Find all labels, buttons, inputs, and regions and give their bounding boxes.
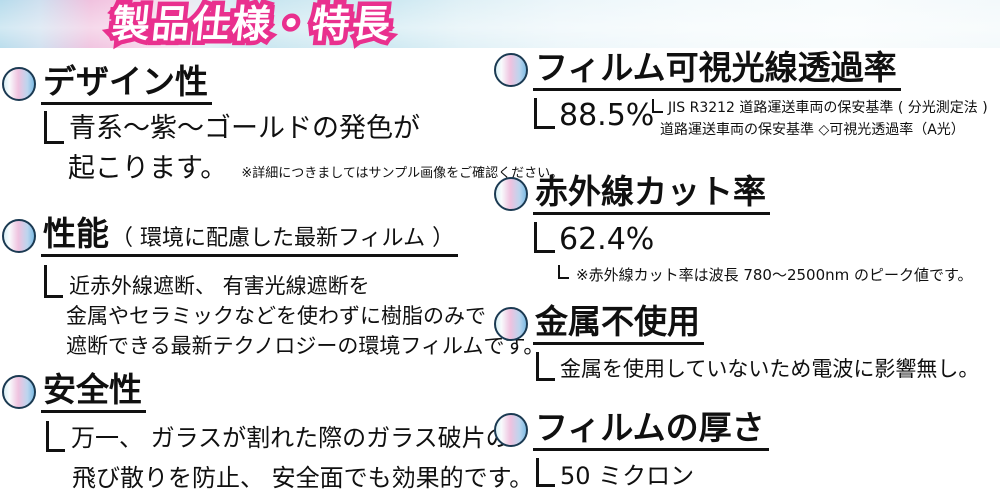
performance-body-row3: 遮断できる最新テクノロジーの環境フィルムです。: [66, 332, 544, 361]
branch-connector-icon: [536, 351, 555, 381]
performance-body-line3: 遮断できる最新テクノロジーの環境フィルムです。: [66, 333, 545, 358]
design-body-line2: 起こります。: [68, 152, 228, 184]
section-thickness-titlewrap: フィルムの厚さ: [533, 408, 769, 451]
vlt-value: 88.5%: [559, 98, 655, 134]
thickness-value: 50 ミクロン: [560, 461, 695, 490]
section-title: 性能: [43, 214, 109, 253]
section-title: 金属不使用: [535, 302, 700, 341]
vlt-note-row2: 道路運送車両の保安基準 ◇可視光透過率（A光）: [660, 119, 988, 141]
gradient-bullet-icon: [2, 219, 36, 254]
section-performance-titlewrap: 性能 （ 環境に配慮した最新フィルム ）: [41, 214, 459, 257]
branch-connector-icon: [44, 264, 63, 298]
thickness-value-row: 50 ミクロン: [536, 457, 769, 490]
branch-connector-icon: [534, 221, 555, 253]
section-title: フィルムの厚さ: [535, 408, 765, 447]
branch-connector-icon: [558, 265, 569, 280]
performance-body-row1: 近赤外線遮断、 有害光線遮断を: [44, 264, 544, 301]
vlt-note-row1: JIS R3212 道路運送車両の保安基準 ( 分光測定法 ): [652, 97, 988, 119]
safety-body-line2: 飛び散りを防止、 安全面でも効果的です。: [72, 463, 534, 492]
section-metal-header: 金属不使用: [494, 302, 979, 345]
ir-value-row: 62.4%: [534, 221, 973, 258]
design-body-row1: 青系〜紫〜ゴールドの発色が: [44, 110, 563, 148]
section-safety: 安全性 万一、 ガラスが割れた際のガラス破片の 飛び散りを防止、 安全面でも効果…: [2, 370, 533, 496]
section-title: フィルム可視光線透過率: [535, 48, 897, 87]
section-design: デザイン性 青系〜紫〜ゴールドの発色が 起こります。 ※詳細につきましてはサンプ…: [2, 62, 563, 188]
branch-connector-icon: [46, 420, 65, 452]
section-metal-titlewrap: 金属不使用: [533, 302, 704, 345]
section-performance-header: 性能 （ 環境に配慮した最新フィルム ）: [2, 214, 544, 257]
safety-body-line1: 万一、 ガラスが割れた際のガラス破片の: [71, 424, 510, 453]
page-title: 製品仕様・特長: [110, 1, 395, 47]
section-design-header: デザイン性: [2, 62, 563, 105]
section-title-note: （ 環境に配慮した最新フィルム ）: [111, 226, 455, 251]
section-ir-header: 赤外線カット率: [494, 172, 973, 215]
vlt-value-row: 88.5%: [534, 97, 1000, 134]
section-safety-titlewrap: 安全性: [41, 370, 146, 413]
ir-note: ※赤外線カット率は波長 780〜2500nm のピーク値です。: [576, 265, 973, 284]
section-infrared-cut-rate: 赤外線カット率 62.4% ※赤外線カット率は波長 780〜2500nm のピー…: [494, 172, 973, 285]
gradient-bullet-icon: [2, 67, 36, 102]
branch-connector-icon: [534, 97, 555, 129]
section-vlt-titlewrap: フィルム可視光線透過率: [533, 48, 901, 91]
metal-body-line1: 金属を使用していないため電波に影響無し。: [560, 356, 980, 381]
gradient-bullet-icon: [494, 307, 528, 342]
safety-body-row1: 万一、 ガラスが割れた際のガラス破片の: [46, 420, 533, 456]
section-design-titlewrap: デザイン性: [41, 62, 212, 105]
metal-body-row: 金属を使用していないため電波に影響無し。: [536, 351, 980, 383]
section-title: 赤外線カット率: [535, 172, 766, 211]
branch-connector-icon: [536, 457, 555, 487]
performance-body-row2: 金属やセラミックなどを使わずに樹脂のみで: [66, 302, 544, 331]
branch-connector-icon: [44, 110, 64, 144]
performance-body-line2: 金属やセラミックなどを使わずに樹脂のみで: [66, 303, 486, 328]
section-metal-free: 金属不使用 金属を使用していないため電波に影響無し。: [494, 302, 980, 383]
gradient-bullet-icon: [494, 177, 528, 212]
vlt-notes: JIS R3212 道路運送車両の保安基準 ( 分光測定法 ) 道路運送車両の保…: [652, 97, 988, 142]
section-visible-light-transmittance: フィルム可視光線透過率 88.5% JIS R3212 道路運送車両の保安基準 …: [494, 48, 1000, 138]
ir-value: 62.4%: [559, 222, 655, 258]
branch-connector-icon: [652, 99, 663, 114]
design-footnote: ※詳細につきましてはサンプル画像をご確認ください。: [241, 165, 564, 181]
section-film-thickness: フィルムの厚さ 50 ミクロン: [494, 408, 769, 490]
design-body-line1: 青系〜紫〜ゴールドの発色が: [69, 112, 420, 144]
section-title: 安全性: [43, 370, 142, 409]
ir-note-row: ※赤外線カット率は波長 780〜2500nm のピーク値です。: [558, 264, 973, 285]
safety-body-row2: 飛び散りを防止、 安全面でも効果的です。: [72, 462, 533, 496]
section-thickness-header: フィルムの厚さ: [494, 408, 769, 451]
section-vlt-header: フィルム可視光線透過率: [494, 48, 1000, 91]
design-body-row2: 起こります。 ※詳細につきましてはサンプル画像をご確認ください。: [68, 150, 563, 188]
gradient-bullet-icon: [494, 53, 528, 88]
performance-body-line1: 近赤外線遮断、 有害光線遮断を: [69, 273, 370, 298]
section-ir-titlewrap: 赤外線カット率: [533, 172, 770, 215]
vlt-note-line2: 道路運送車両の保安基準 ◇可視光透過率（A光）: [660, 122, 965, 139]
section-title: デザイン性: [43, 62, 208, 101]
title-banner: 製品仕様・特長: [0, 0, 1000, 48]
section-performance: 性能 （ 環境に配慮した最新フィルム ） 近赤外線遮断、 有害光線遮断を 金属や…: [2, 214, 544, 361]
section-safety-header: 安全性: [2, 370, 533, 413]
vlt-note-line1: JIS R3212 道路運送車両の保安基準 ( 分光測定法 ): [668, 100, 988, 116]
gradient-bullet-icon: [2, 375, 36, 410]
gradient-bullet-icon: [494, 413, 528, 448]
